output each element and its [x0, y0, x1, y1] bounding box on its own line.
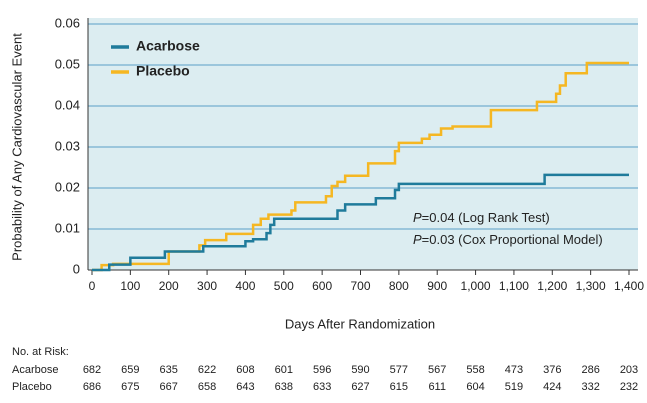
- annotation-text: =0.03 (Cox Proportional Model): [422, 232, 603, 247]
- y-tick-label: 0.03: [55, 138, 80, 153]
- y-tick-label: 0.01: [55, 220, 80, 235]
- risk-value: 638: [275, 381, 293, 393]
- x-tick-label: 1,400: [614, 279, 644, 293]
- y-tick-label: 0: [73, 261, 80, 276]
- series-line: [92, 173, 629, 272]
- x-tick-label: 700: [350, 279, 370, 293]
- x-tick-label: 100: [120, 279, 140, 293]
- x-tick-label: 1,000: [461, 279, 491, 293]
- risk-value: 667: [160, 381, 178, 393]
- x-tick-label: 300: [197, 279, 217, 293]
- risk-value: 643: [236, 381, 254, 393]
- risk-row-label: Acarbose: [12, 364, 58, 376]
- risk-value: 604: [466, 381, 484, 393]
- risk-value: 332: [581, 381, 599, 393]
- risk-value: 608: [236, 364, 254, 376]
- x-tick-label: 800: [389, 279, 409, 293]
- legend-label: Acarbose: [136, 38, 200, 54]
- risk-value: 686: [83, 381, 101, 393]
- annotation-text: =0.04 (Log Rank Test): [422, 210, 550, 225]
- risk-value: 596: [313, 364, 331, 376]
- risk-value: 232: [620, 381, 638, 393]
- risk-value: 519: [505, 381, 523, 393]
- x-axis-title: Days After Randomization: [285, 316, 435, 331]
- x-tick-label: 200: [159, 279, 179, 293]
- y-tick-label: 0.06: [55, 15, 80, 30]
- risk-value: 601: [275, 364, 293, 376]
- risk-value: 376: [543, 364, 561, 376]
- annotation-italic: P: [413, 232, 422, 247]
- legend-label: Placebo: [136, 63, 190, 79]
- x-tick-label: 1,200: [537, 279, 567, 293]
- y-axis-title: Probability of Any Cardiovascular Event: [9, 33, 24, 261]
- risk-value: 473: [505, 364, 523, 376]
- plot-background: [88, 18, 638, 270]
- risk-value: 558: [466, 364, 484, 376]
- risk-value: 286: [581, 364, 599, 376]
- series-line: [92, 61, 629, 272]
- risk-value: 567: [428, 364, 446, 376]
- risk-value: 611: [428, 381, 446, 393]
- risk-value: 682: [83, 364, 101, 376]
- annotation: P=0.04 (Log Rank Test): [413, 210, 550, 225]
- risk-value: 635: [160, 364, 178, 376]
- y-tick-label: 0.04: [55, 97, 80, 112]
- annotation-italic: P: [413, 210, 422, 225]
- risk-value: 203: [620, 364, 638, 376]
- risk-value: 675: [121, 381, 139, 393]
- risk-row-label: Placebo: [12, 381, 52, 393]
- x-tick-label: 600: [312, 279, 332, 293]
- risk-value: 633: [313, 381, 331, 393]
- x-tick-label: 900: [427, 279, 447, 293]
- risk-table-title: No. at Risk:: [12, 346, 69, 358]
- risk-value: 577: [390, 364, 408, 376]
- risk-value: 659: [121, 364, 139, 376]
- risk-value: 615: [390, 381, 408, 393]
- x-tick-label: 1,300: [576, 279, 606, 293]
- y-tick-label: 0.02: [55, 179, 80, 194]
- y-tick-label: 0.05: [55, 56, 80, 71]
- risk-value: 627: [351, 381, 369, 393]
- x-tick-label: 400: [235, 279, 255, 293]
- risk-value: 622: [198, 364, 216, 376]
- x-tick-label: 1,100: [499, 279, 529, 293]
- x-tick-label: 500: [274, 279, 294, 293]
- risk-value: 658: [198, 381, 216, 393]
- risk-value: 590: [351, 364, 369, 376]
- x-tick-label: 0: [89, 279, 96, 293]
- annotation: P=0.03 (Cox Proportional Model): [413, 232, 603, 247]
- risk-value: 424: [543, 381, 561, 393]
